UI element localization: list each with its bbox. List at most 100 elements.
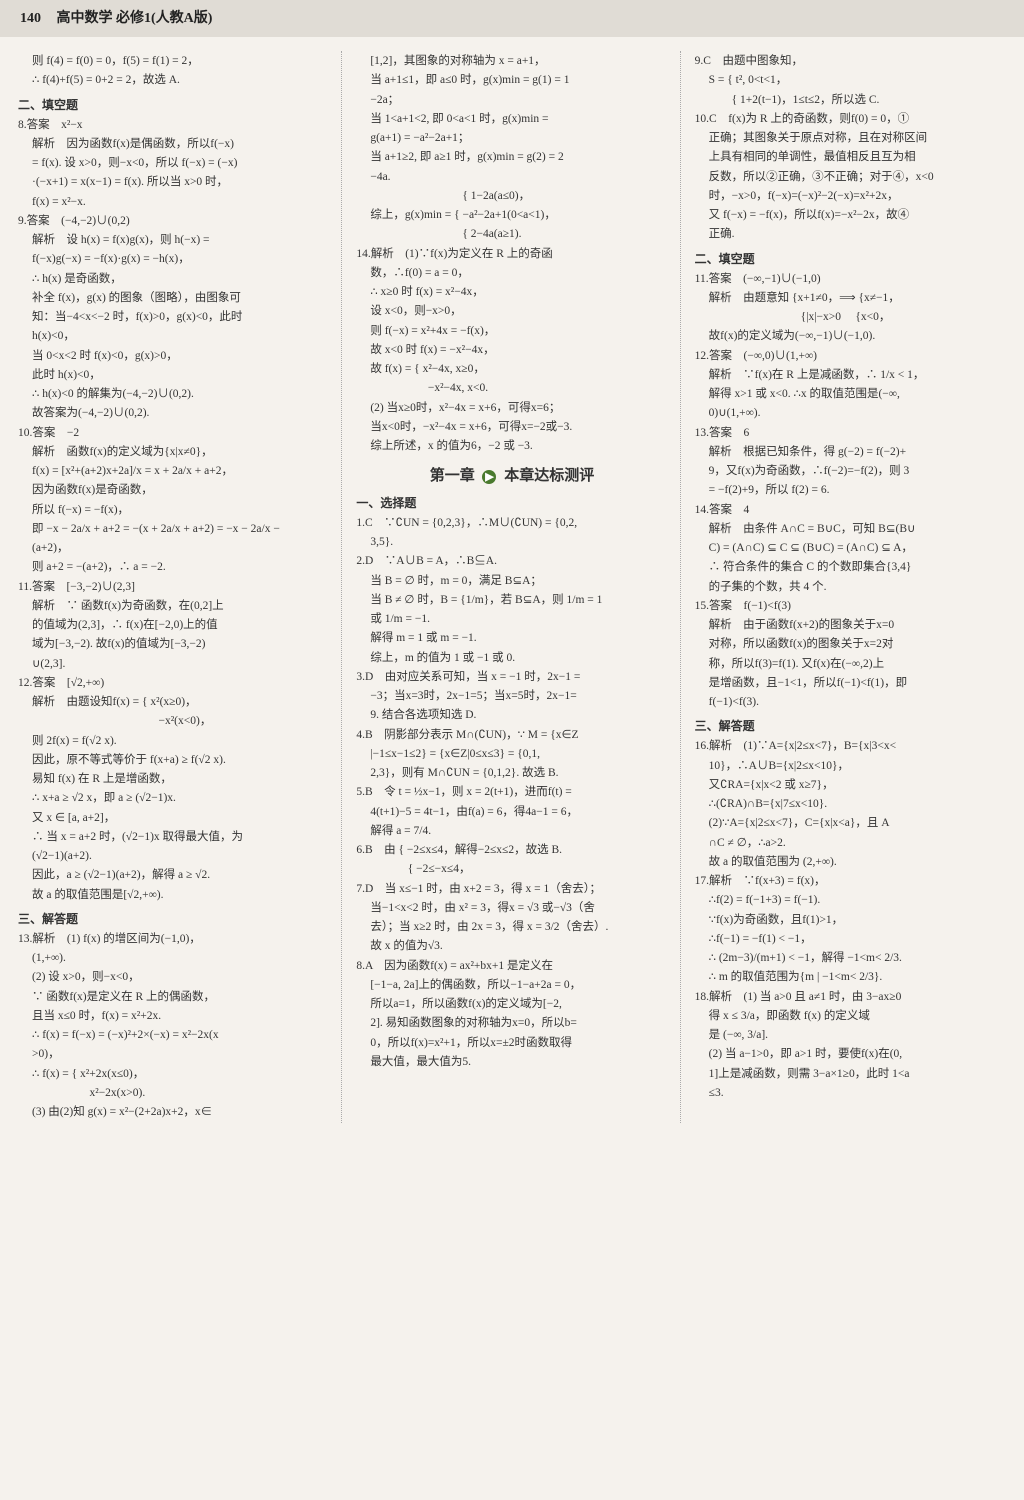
text: 补全 f(x)，g(x) 的图象（图略），由图象可 — [18, 290, 329, 307]
text: 去）；当 x≥2 时，由 2x = 3，得 x = 3/2（舍去）. — [356, 919, 667, 936]
text: −4a. — [356, 169, 667, 186]
text: ∩C ≠ ∅，∴a>2. — [695, 835, 1006, 852]
text: h(x)<0， — [18, 328, 329, 345]
text: 或 1/m = −1. — [356, 611, 667, 628]
text: 0，所以f(x)=x²+1，所以x=±2时函数取得 — [356, 1035, 667, 1052]
text: (2) 当x≥0时，x²−4x = x+6，可得x=6； — [356, 400, 667, 417]
text: 9. 结合各选项知选 D. — [356, 707, 667, 724]
text: 解得 a = 7/4. — [356, 823, 667, 840]
text: x²−2x(x>0). — [18, 1085, 329, 1102]
text: { 1+2(t−1)，1≤t≤2，所以选 C. — [695, 92, 1006, 109]
text: 上具有相同的单调性，最值相反且互为相 — [695, 149, 1006, 166]
text: 是增函数，且−1<1，所以f(−1)<f(1)，即 — [695, 675, 1006, 692]
text: C) = (A∩C) ⊆ C ⊆ (B∪C) = (A∩C) ⊆ A， — [695, 540, 1006, 557]
text: 2]. 易知函数图象的对称轴为x=0，所以b= — [356, 1015, 667, 1032]
text: 4(t+1)−5 = 4t−1，由f(a) = 6，得4a−1 = 6， — [356, 804, 667, 821]
choice-8: 8.A 因为函数f(x) = ax²+bx+1 是定义在 — [356, 958, 667, 975]
text: f(x) = [x²+(a+2)x+2a]/x = x + 2a/x + a+2… — [18, 463, 329, 480]
section-choice: 一、选择题 — [356, 494, 667, 512]
text: 时，−x>0，f(−x)=(−x)²−2(−x)=x²+2x， — [695, 188, 1006, 205]
chapter-subtitle: 本章达标测评 — [504, 468, 594, 484]
answer-13: 13.解析 (1) f(x) 的增区间为(−1,0)， — [18, 931, 329, 948]
choice-2: 2.D ∵A∪B = A，∴B⊆A. — [356, 553, 667, 570]
answer-13: 13.答案 6 — [695, 425, 1006, 442]
text: ∵f(x)为奇函数，且f(1)>1， — [695, 912, 1006, 929]
answer-18: 18.解析 (1) 当 a>0 且 a≠1 时，由 3−ax≥0 — [695, 989, 1006, 1006]
answer-17: 17.解析 ∵f(x+3) = f(x)， — [695, 873, 1006, 890]
text: ∴ 当 x = a+2 时，(√2−1)x 取得最大值，为 — [18, 829, 329, 846]
text: ∴ x≥0 时 f(x) = x²−4x， — [356, 284, 667, 301]
text: (3) 由(2)知 g(x) = x²−(2+2a)x+2，x∈ — [18, 1104, 329, 1121]
text: ∴f(2) = f(−1+3) = f(−1). — [695, 892, 1006, 909]
text: 解析 由条件 A∩C = B∪C，可知 B⊆(B∪ — [695, 521, 1006, 538]
text: ∴ f(4)+f(5) = 0+2 = 2，故选 A. — [18, 72, 329, 89]
text: 因此，a ≥ (√2−1)(a+2)，解得 a ≥ √2. — [18, 867, 329, 884]
text: 当 B ≠ ∅ 时，B = {1/m}，若 B⊆A，则 1/m = 1 — [356, 592, 667, 609]
text: 因为函数f(x)是奇函数， — [18, 482, 329, 499]
choice-1: 1.C ∵∁UN = {0,2,3}，∴M∪(∁UN) = {0,2, — [356, 515, 667, 532]
answer-11: 11.答案 [−3,−2)∪(2,3] — [18, 579, 329, 596]
choice-4: 4.B 阴影部分表示 M∩(∁UN)，∵ M = {x∈Z — [356, 727, 667, 744]
text: 解析 根据已知条件，得 g(−2) = f(−2)+ — [695, 444, 1006, 461]
text: 解得 m = 1 或 m = −1. — [356, 630, 667, 647]
page-header: 140 高中数学 必修1(人教A版) — [0, 0, 1024, 37]
answer-16: 16.解析 (1)∵A={x|2≤x<7}，B={x|3<x< — [695, 738, 1006, 755]
chapter-heading: 第一章 ▶ 本章达标测评 — [356, 465, 667, 488]
text: 的值域为(2,3]，∴ f(x)在[−2,0)上的值 — [18, 617, 329, 634]
text: 10}，∴A∪B={x|2≤x<10}， — [695, 758, 1006, 775]
text: 最大值，最大值为5. — [356, 1054, 667, 1071]
text: { 2−4a(a≥1). — [356, 226, 667, 243]
text: ∴ f(x) = { x²+2x(x≤0)， — [18, 1066, 329, 1083]
text: 解得 x>1 或 x<0. ∴x 的取值范围是(−∞, — [695, 386, 1006, 403]
text: |−1≤x−1≤2} = {x∈Z|0≤x≤3} = {0,1, — [356, 746, 667, 763]
text: 设 x<0，则−x>0， — [356, 303, 667, 320]
answer-12: 12.答案 (−∞,0)∪(1,+∞) — [695, 348, 1006, 365]
text: g(a+1) = −a²−2a+1； — [356, 130, 667, 147]
text: 则 2f(x) = f(√2 x). — [18, 733, 329, 750]
text: 故f(x)的定义域为(−∞,−1)∪(−1,0). — [695, 328, 1006, 345]
section-solve: 三、解答题 — [695, 717, 1006, 735]
text: 综上所述，x 的值为6，−2 或 −3. — [356, 438, 667, 455]
text: 又 f(−x) = −f(x)，所以f(x)=−x²−2x，故④ — [695, 207, 1006, 224]
text: 正确；其图象关于原点对称，且在对称区间 — [695, 130, 1006, 147]
text: S = { t², 0<t<1， — [695, 72, 1006, 89]
text: 当−1<x<2 时，由 x² = 3，得x = √3 或−√3（舍 — [356, 900, 667, 917]
text: 正确. — [695, 226, 1006, 243]
text: 2,3}，则有 M∩∁UN = {0,1,2}. 故选 B. — [356, 765, 667, 782]
text: { 1−2a(a≤0)， — [356, 188, 667, 205]
text: (2)∵A={x|2≤x<7}，C={x|x<a}，且 A — [695, 815, 1006, 832]
text: 故 f(x) = { x²−4x, x≥0， — [356, 361, 667, 378]
text: 知：当−4<x<−2 时，f(x)>0，g(x)<0，此时 — [18, 309, 329, 326]
text: 此时 h(x)<0， — [18, 367, 329, 384]
choice-6: 6.B 由 { −2≤x≤4，解得−2≤x≤2，故选 B. — [356, 842, 667, 859]
text: (2) 设 x>0，则−x<0， — [18, 969, 329, 986]
arrow-icon: ▶ — [482, 470, 496, 484]
answer-10: 10.答案 −2 — [18, 425, 329, 442]
text: 解析 因为函数f(x)是偶函数，所以f(−x) — [18, 136, 329, 153]
text: 即 −x − 2a/x + a+2 = −(x + 2a/x + a+2) = … — [18, 521, 329, 538]
text: 当 a+1≥2, 即 a≥1 时，g(x)min = g(2) = 2 — [356, 149, 667, 166]
text: ∴ x+a ≥ √2 x，即 a ≥ (√2−1)x. — [18, 790, 329, 807]
text: 故 x 的值为√3. — [356, 938, 667, 955]
text: ∴ (2m−3)/(m+1) < −1，解得 −1<m< 2/3. — [695, 950, 1006, 967]
text: 解析 ∵f(x)在 R 上是减函数，∴ 1/x < 1， — [695, 367, 1006, 384]
text: 则 a+2 = −(a+2)，∴ a = −2. — [18, 559, 329, 576]
text: {|x|−x>0 {x<0， — [695, 309, 1006, 326]
text: ∪(2,3]. — [18, 656, 329, 673]
text: 是 (−∞, 3/a]. — [695, 1027, 1006, 1044]
text: ∴ m 的取值范围为{m | −1<m< 2/3}. — [695, 969, 1006, 986]
text: −2a； — [356, 92, 667, 109]
column-2: [1,2]，其图象的对称轴为 x = a+1， 当 a+1≤1，即 a≤0 时，… — [356, 51, 680, 1123]
text: 故 a 的取值范围为 (2,+∞). — [695, 854, 1006, 871]
text: 因此，原不等式等价于 f(x+a) ≥ f(√2 x). — [18, 752, 329, 769]
text: f(−x)g(−x) = −f(x)·g(x) = −h(x)， — [18, 251, 329, 268]
answer-14: 14.解析 (1)∵f(x)为定义在 R 上的奇函 — [356, 246, 667, 263]
text: 所以 f(−x) = −f(x)， — [18, 502, 329, 519]
answer-15: 15.答案 f(−1)<f(3) — [695, 598, 1006, 615]
text: { −2≤−x≤4， — [356, 861, 667, 878]
text: >0)， — [18, 1046, 329, 1063]
text: ∴(∁RA)∩B={x|7≤x<10}. — [695, 796, 1006, 813]
text: 反数，所以②正确，③不正确；对于④，x<0 — [695, 169, 1006, 186]
text: 当 a+1≤1，即 a≤0 时，g(x)min = g(1) = 1 — [356, 72, 667, 89]
section-fill-blank: 二、填空题 — [695, 250, 1006, 268]
